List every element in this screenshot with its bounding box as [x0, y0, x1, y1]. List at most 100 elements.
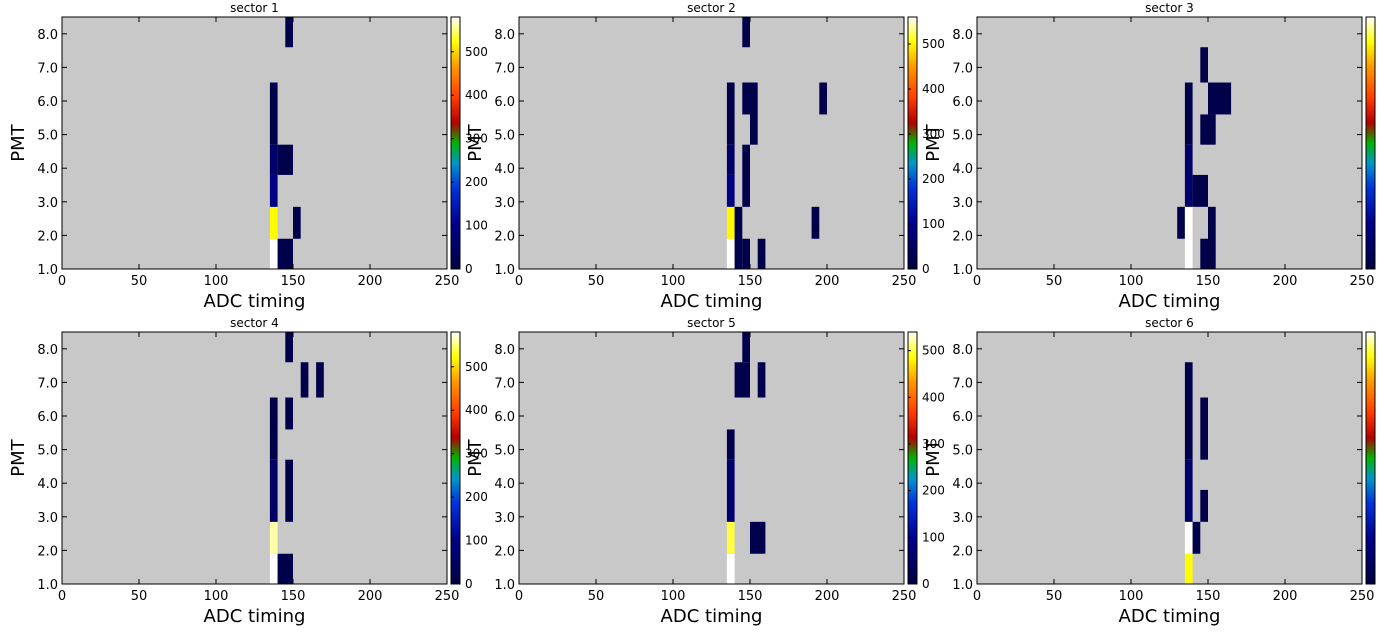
heatmap-cell [742, 332, 750, 363]
chart-title: sector 1 [230, 1, 279, 15]
y-axis-label: PMT [8, 123, 29, 161]
colorbar [1365, 16, 1376, 270]
y-tick-label: 2.0 [494, 229, 515, 244]
heatmap-cell [277, 238, 293, 269]
heatmap-cell [277, 144, 293, 175]
y-tick-label: 1.0 [37, 578, 58, 593]
x-tick-label: 100 [204, 274, 229, 289]
y-tick-label: 8.0 [952, 28, 973, 43]
colorbar-tick-label: 300 [922, 127, 945, 141]
y-tick-label: 2.0 [37, 544, 58, 559]
y-tick-label: 3.0 [494, 196, 515, 211]
y-tick-label: 6.0 [952, 410, 973, 425]
y-tick-label: 5.0 [494, 129, 515, 144]
plot-background [62, 332, 447, 584]
heatmap-cell [269, 397, 278, 460]
x-tick-label: 50 [588, 589, 605, 604]
y-tick-label: 8.0 [494, 28, 515, 43]
colorbar [1365, 331, 1376, 585]
x-tick-label: 200 [358, 274, 383, 289]
x-tick-label: 0 [515, 274, 523, 289]
y-tick-label: 7.0 [494, 376, 515, 391]
x-tick-label: 100 [1119, 274, 1144, 289]
heatmap-cell [293, 206, 301, 239]
x-tick-label: 50 [131, 589, 148, 604]
heatmap-cell [726, 238, 735, 269]
y-tick-label: 6.0 [494, 95, 515, 110]
heatmap-cell [811, 206, 820, 239]
y-tick-label: 3.0 [952, 511, 973, 526]
y-tick-label: 7.0 [37, 61, 58, 76]
heatmap-cell [269, 174, 278, 207]
heatmap-cell [1192, 521, 1201, 554]
x-tick-label: 0 [973, 274, 981, 289]
y-tick-label: 3.0 [37, 196, 58, 211]
heatmap-cell [269, 144, 278, 175]
y-tick-label: 4.0 [494, 162, 515, 177]
y-axis-label: PMT [923, 123, 944, 161]
y-tick-label: 1.0 [37, 263, 58, 278]
y-tick-label: 5.0 [952, 444, 973, 459]
heatmap-cell [285, 397, 293, 430]
y-tick-label: 5.0 [37, 444, 58, 459]
x-tick-label: 100 [204, 589, 229, 604]
y-tick-label: 8.0 [494, 343, 515, 358]
y-tick-label: 7.0 [952, 61, 973, 76]
y-tick-label: 3.0 [952, 196, 973, 211]
plot-frame [518, 331, 905, 585]
y-tick-label: 4.0 [37, 162, 58, 177]
colorbar-tick-label: 0 [465, 577, 473, 591]
colorbar [450, 331, 461, 585]
x-tick-label: 150 [738, 274, 763, 289]
x-tick-label: 250 [435, 274, 460, 289]
heatmap-cell [285, 17, 293, 48]
y-tick-label: 7.0 [952, 376, 973, 391]
heatmap-cell [1177, 206, 1185, 239]
x-tick-label: 0 [58, 589, 66, 604]
heatmap-cell [285, 459, 293, 522]
heatmap-cell [742, 17, 750, 48]
plot-frame [61, 16, 448, 270]
y-tick-label: 1.0 [952, 263, 973, 278]
x-tick-label: 100 [661, 274, 686, 289]
colorbar [450, 16, 461, 270]
chart-title: sector 6 [1145, 316, 1194, 330]
y-tick-label: 4.0 [37, 477, 58, 492]
panel-2: 0 50 100 150 200 250 1.0 2.0 3.0 4.0 5.0 6.0 7.0 8.0 s… [465, 1, 945, 312]
y-tick-label: 8.0 [37, 343, 58, 358]
x-axis-label: ADC timing [204, 291, 306, 312]
heatmap-cell [316, 362, 324, 398]
heatmap-cell [1184, 553, 1193, 584]
y-tick-label: 3.0 [494, 511, 515, 526]
x-axis-label: ADC timing [661, 606, 763, 627]
colorbar-tick-label: 200 [922, 172, 945, 186]
heatmap-cell [1200, 114, 1208, 145]
y-tick-label: 6.0 [37, 410, 58, 425]
plot-frame [518, 16, 905, 270]
heatmap-cell [1208, 82, 1232, 115]
y-tick-label: 6.0 [494, 410, 515, 425]
y-tick-label: 8.0 [952, 343, 973, 358]
panel-6: 0 50 100 150 200 250 1.0 2.0 3.0 4.0 5.0 6.0 7.0 8.0 s… [923, 316, 1376, 627]
plot-background [62, 17, 447, 269]
heatmap-cell [750, 521, 766, 554]
colorbar-tick-label: 100 [465, 219, 488, 233]
y-axis-label: PMT [8, 438, 29, 476]
colorbar-tick-label: 100 [465, 534, 488, 548]
x-tick-label: 200 [815, 589, 840, 604]
colorbar-tick-label: 100 [922, 530, 945, 544]
heatmap-cell [269, 82, 278, 145]
colorbar-tick-label: 300 [465, 447, 488, 461]
x-axis-label: ADC timing [204, 606, 306, 627]
y-axis-label: PMT [465, 438, 486, 476]
y-tick-label: 4.0 [952, 162, 973, 177]
y-tick-label: 6.0 [952, 95, 973, 110]
y-tick-label: 4.0 [494, 477, 515, 492]
heatmap-cell [750, 82, 758, 145]
x-tick-label: 200 [815, 274, 840, 289]
x-tick-label: 0 [515, 589, 523, 604]
panel-5: 0 50 100 150 200 250 1.0 2.0 3.0 4.0 5.0 6.0 7.0 8.0 s… [465, 316, 945, 627]
heatmap-cell [1184, 459, 1193, 522]
heatmap-cell [269, 238, 278, 269]
